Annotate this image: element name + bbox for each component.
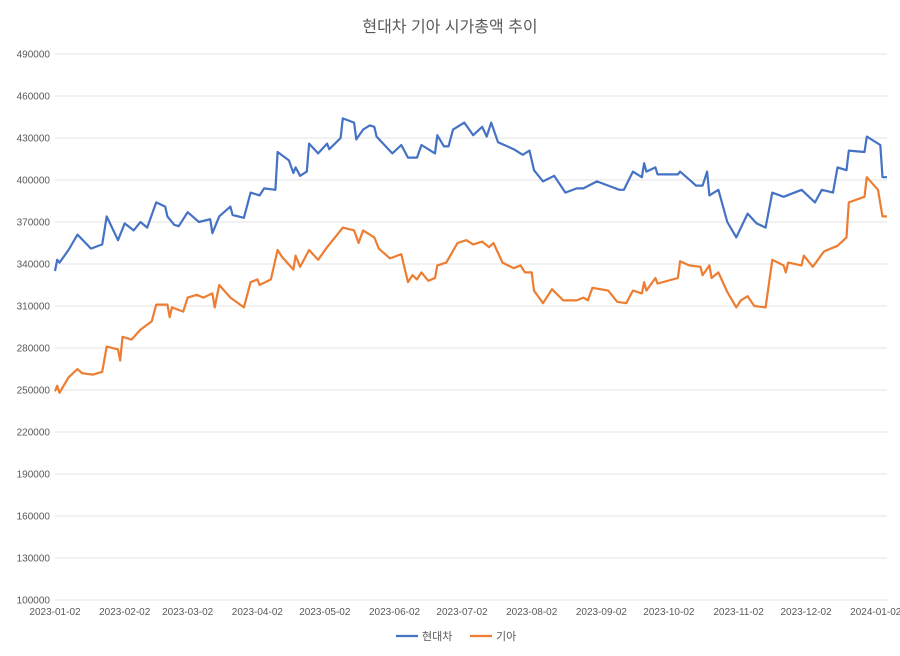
y-tick-label: 250000 xyxy=(17,386,51,397)
x-tick-label: 2023-09-02 xyxy=(576,607,628,618)
y-tick-label: 100000 xyxy=(17,596,51,607)
y-tick-label: 160000 xyxy=(17,512,51,523)
x-tick-label: 2023-06-02 xyxy=(369,607,421,618)
x-tick-label: 2023-10-02 xyxy=(643,607,695,618)
y-tick-label: 370000 xyxy=(17,218,51,229)
series-lines xyxy=(53,117,887,394)
series-line-1 xyxy=(53,176,887,394)
y-tick-label: 280000 xyxy=(17,344,51,355)
series-line-0 xyxy=(53,117,887,272)
y-tick-label: 220000 xyxy=(17,428,51,439)
x-tick-label: 2023-02-02 xyxy=(99,607,151,618)
y-axis-ticks: 100000 130000 160000 190000 220000 250000 2800… xyxy=(17,50,51,607)
legend: 현대차 기아 xyxy=(396,630,516,643)
legend-label-0: 현대차 xyxy=(422,630,452,643)
x-tick-label: 2023-04-02 xyxy=(232,607,284,618)
y-tick-label: 130000 xyxy=(17,554,51,565)
x-tick-label: 2023-03-02 xyxy=(162,607,214,618)
x-tick-label: 2023-08-02 xyxy=(506,607,558,618)
y-tick-label: 190000 xyxy=(17,470,51,481)
y-tick-label: 490000 xyxy=(17,50,51,61)
x-tick-label: 2024-01-02 xyxy=(850,607,900,618)
x-tick-label: 2023-11-02 xyxy=(713,607,764,618)
x-tick-label: 2023-05-02 xyxy=(299,607,351,618)
chart-title: 현대차 기아 시가총액 추이 xyxy=(362,18,537,36)
y-tick-label: 400000 xyxy=(17,176,51,187)
x-tick-label: 2023-12-02 xyxy=(780,607,832,618)
y-tick-label: 310000 xyxy=(17,302,51,313)
gridlines xyxy=(55,53,887,601)
x-tick-label: 2023-01-02 xyxy=(29,607,81,618)
x-axis-ticks: 2023-01-02 2023-02-02 2023-03-02 2023-04-02… xyxy=(29,607,900,618)
legend-label-1: 기아 xyxy=(496,630,516,643)
y-tick-label: 460000 xyxy=(17,92,51,103)
x-tick-label: 2023-07-02 xyxy=(436,607,488,618)
y-tick-label: 340000 xyxy=(17,260,51,271)
y-tick-label: 430000 xyxy=(17,134,51,145)
